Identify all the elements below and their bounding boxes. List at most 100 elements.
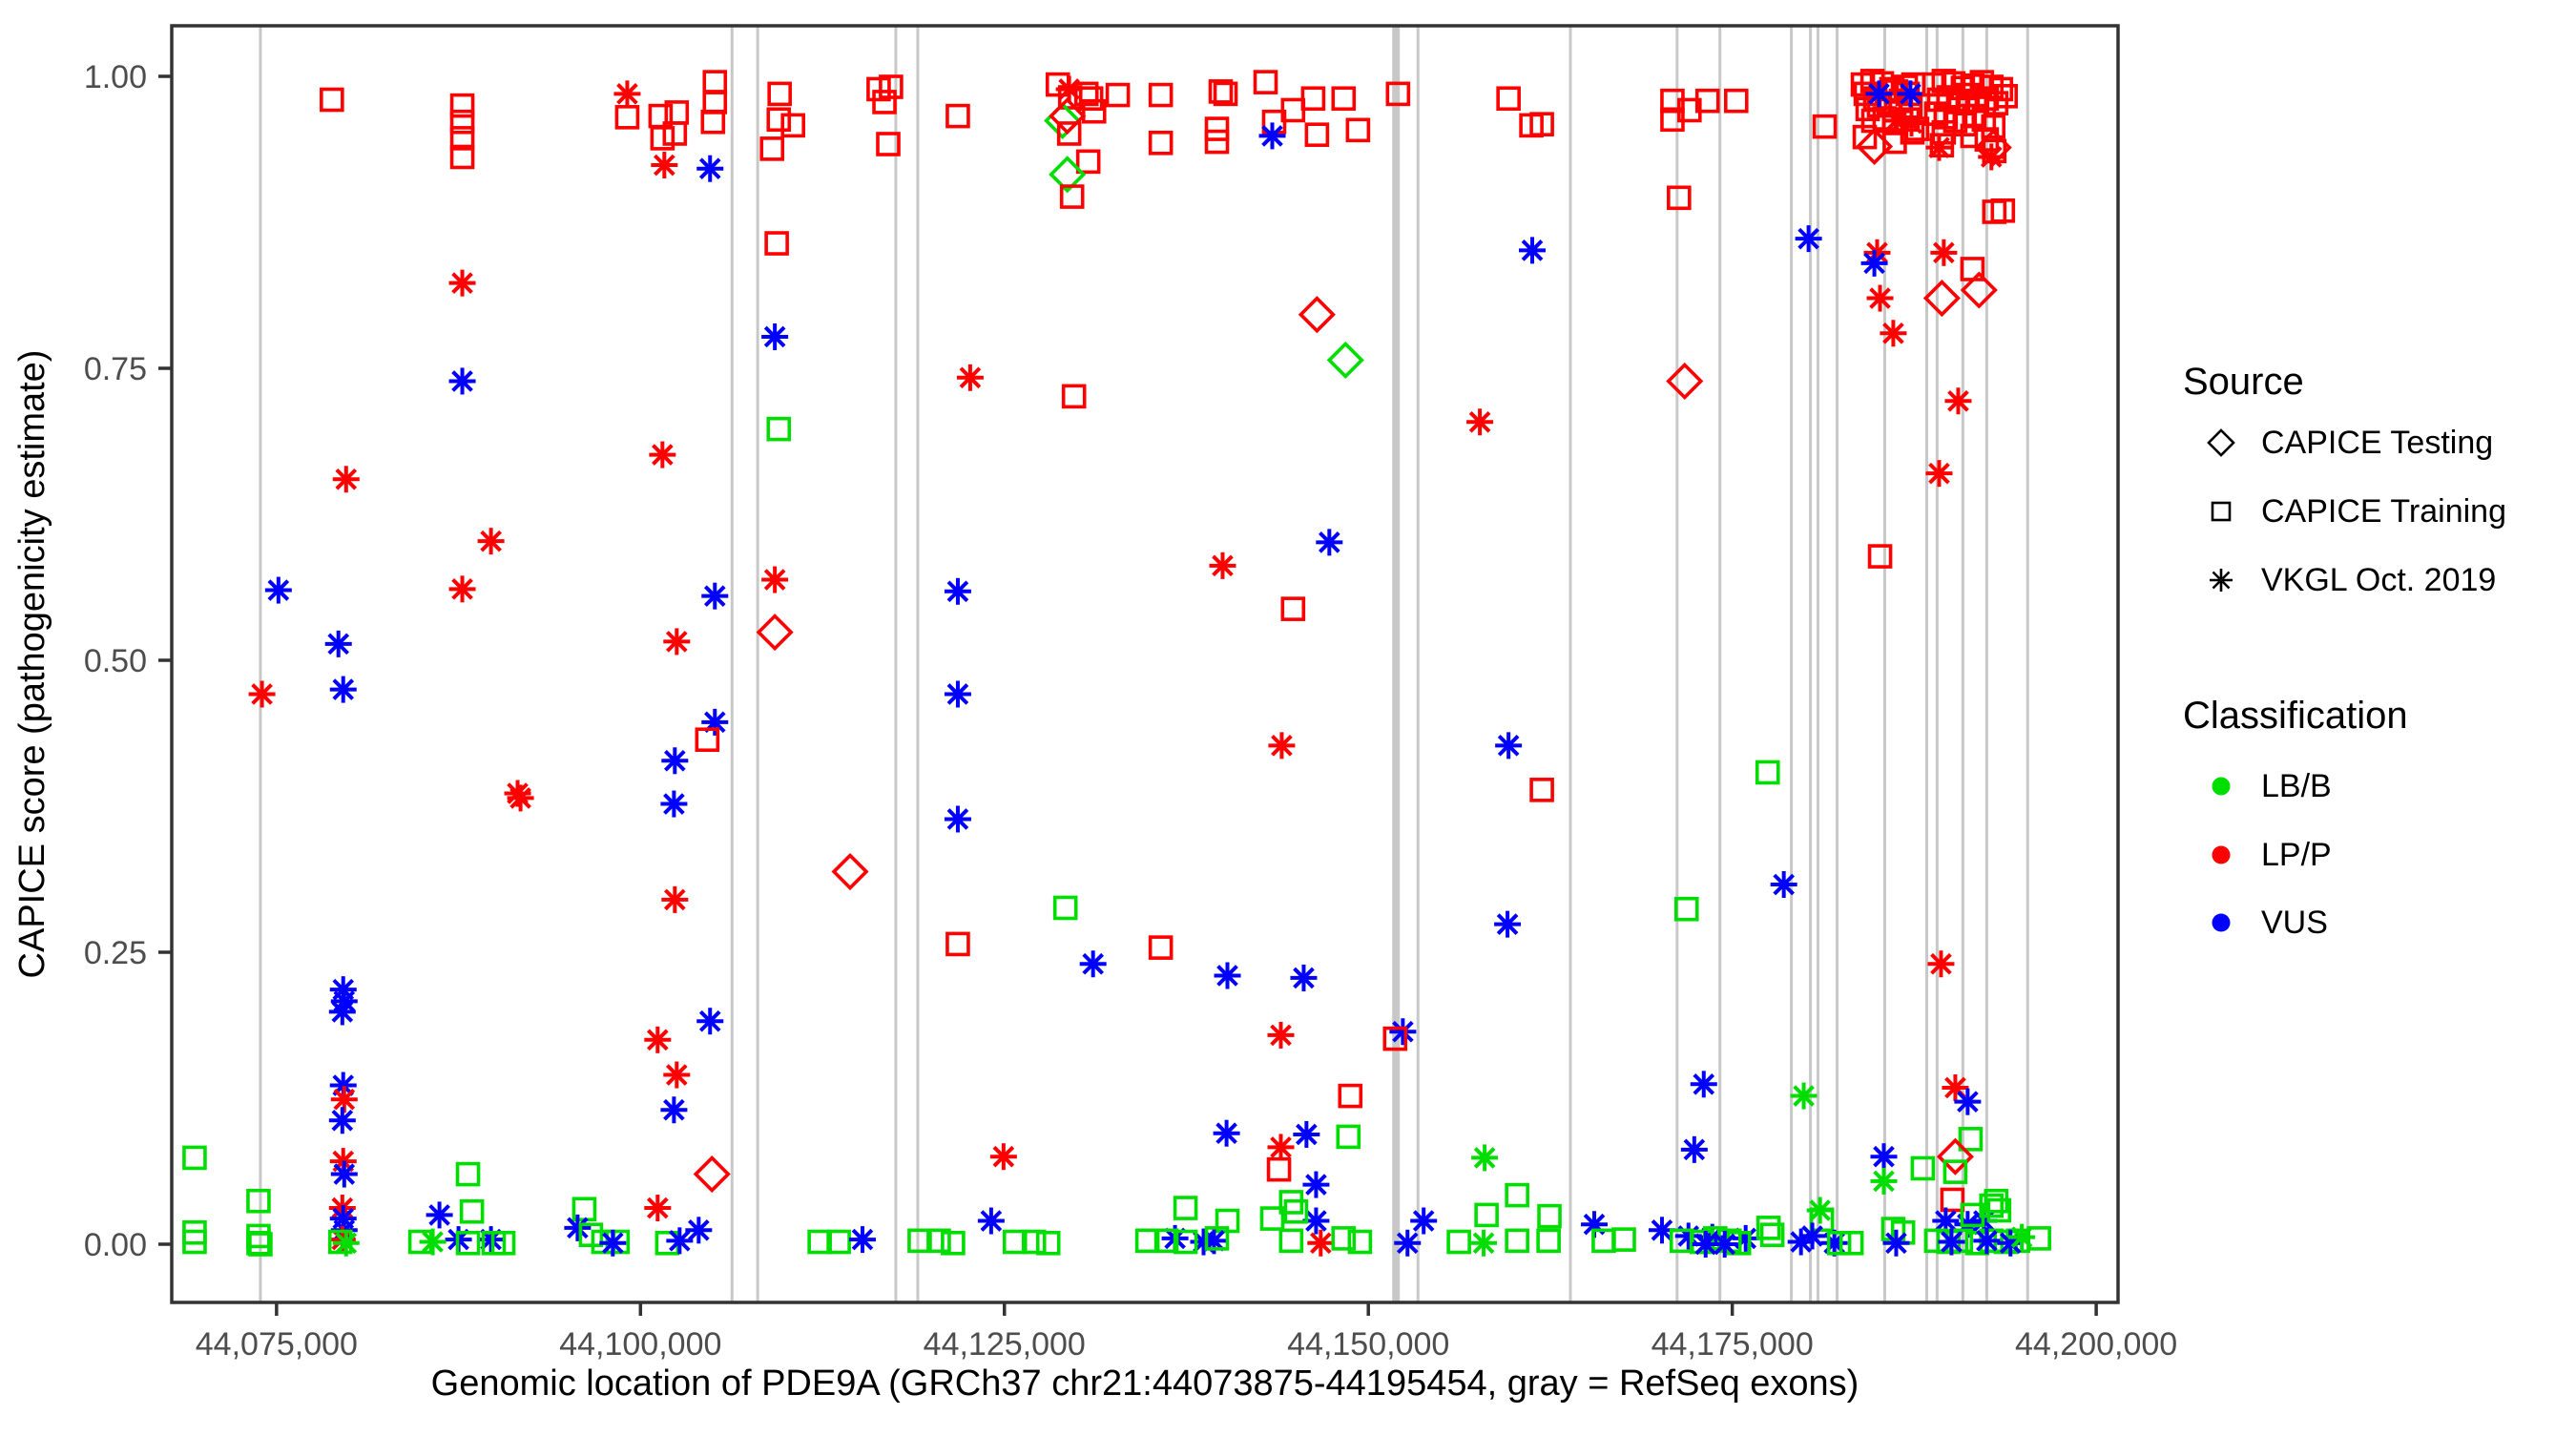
legend-item-label: CAPICE Testing (2261, 424, 2494, 461)
lbb-dot-icon (2194, 763, 2248, 809)
data-point-asterisk (1213, 1119, 1240, 1147)
data-point-asterisk (761, 323, 789, 350)
data-point-square (1259, 1206, 1285, 1231)
data-point-asterisk (564, 1214, 592, 1241)
data-point-asterisk (696, 1008, 724, 1035)
data-point-square (1278, 1228, 1304, 1254)
x-tick-label: 44,100,000 (559, 1326, 721, 1363)
data-point-asterisk (477, 528, 505, 555)
data-point-square (1611, 1227, 1636, 1252)
data-point-asterisk (1997, 1229, 2025, 1257)
legend-source-title: Source (2183, 361, 2304, 403)
data-point-square (1839, 1230, 1864, 1256)
y-tick-label: 0.25 (84, 935, 147, 971)
data-point-asterisk (1860, 249, 1888, 277)
data-point-asterisk (1495, 732, 1523, 760)
data-point-asterisk (1293, 1120, 1320, 1148)
data-point-square (1253, 70, 1278, 94)
data-point-square (662, 121, 688, 146)
data-point-square (455, 1230, 481, 1256)
data-point-asterisk (956, 364, 984, 391)
data-point-square (1331, 86, 1357, 112)
data-point-diamond (1960, 271, 1998, 309)
data-point-square (1035, 1230, 1061, 1256)
data-point-asterisk (328, 998, 356, 1026)
data-point-square (1958, 1127, 1984, 1152)
data-point-square (1986, 1197, 2012, 1223)
data-point-diamond (831, 852, 869, 891)
data-point-asterisk (701, 708, 729, 736)
data-point-square (1021, 1229, 1047, 1255)
data-point-asterisk (1944, 387, 1972, 415)
data-point-square (1213, 81, 1238, 107)
data-point-square (1852, 124, 1878, 150)
data-points (182, 69, 2051, 1258)
y-tick-label: 0.75 (84, 351, 147, 387)
data-point-square (872, 90, 897, 114)
data-point-square (926, 1228, 951, 1254)
data-point-asterisk (1898, 109, 1925, 136)
data-point-square (1204, 129, 1230, 155)
legend-item-vus: VUS (2194, 900, 2328, 946)
data-point-square (1052, 895, 1078, 921)
data-point-square (945, 931, 970, 957)
data-point-square (1812, 114, 1838, 139)
data-point-square (826, 1229, 851, 1255)
data-point-asterisk (448, 575, 476, 603)
data-point-square (1759, 1222, 1785, 1248)
data-point-square (1280, 596, 1306, 621)
data-point-square (1505, 1228, 1529, 1254)
data-point-asterisk (1954, 1088, 1982, 1115)
data-point-square (1867, 544, 1893, 569)
data-point-square (1536, 1228, 1561, 1254)
data-point-asterisk (660, 1096, 688, 1124)
data-point-asterisk (701, 582, 729, 610)
data-point-asterisk (1268, 732, 1296, 760)
lpp-dot-icon (2194, 832, 2248, 878)
data-point-asterisk (661, 747, 689, 775)
data-point-asterisk (696, 155, 724, 182)
data-point-square (759, 136, 785, 161)
data-point-square (246, 1188, 271, 1214)
data-point-square (780, 113, 806, 138)
data-point-asterisk (660, 790, 688, 818)
data-point-asterisk (1927, 950, 1955, 978)
data-point-diamond (693, 1155, 731, 1194)
legend-source: Source (2183, 361, 2304, 404)
data-point-square (1283, 1198, 1309, 1224)
data-point-square (1300, 86, 1326, 112)
data-point-square (1673, 896, 1699, 922)
legend-item-label: LB/B (2261, 767, 2332, 804)
data-point-square (1336, 1124, 1361, 1150)
data-point-asterisk (1079, 950, 1107, 978)
data-point-square (1208, 79, 1234, 104)
data-point-square (1266, 1156, 1292, 1182)
data-point-square (1993, 84, 2019, 109)
data-point-asterisk (1925, 134, 1953, 161)
data-point-asterisk (1790, 1082, 1818, 1110)
refseq-exon-lines (259, 26, 2029, 1302)
data-point-square (1059, 184, 1085, 209)
data-point-asterisk (1290, 964, 1318, 991)
data-point-square (455, 1161, 481, 1187)
data-point-asterisk (685, 1217, 713, 1244)
data-point-square (1081, 98, 1107, 124)
data-point-asterisk (1466, 408, 1494, 436)
data-point-square (945, 103, 970, 129)
data-point-square (1446, 1229, 1471, 1255)
data-point-square (1345, 117, 1371, 143)
data-point-square (1331, 1226, 1357, 1251)
data-point-square (1809, 1207, 1835, 1233)
data-point-square (1960, 123, 1985, 149)
vus-dot-icon (2194, 900, 2248, 946)
data-point-square (1940, 1187, 1965, 1213)
legend-item-label: CAPICE Training (2261, 492, 2506, 530)
data-point-square (1002, 1229, 1028, 1255)
data-point-square (1826, 1230, 1852, 1256)
data-point-asterisk (1258, 122, 1286, 150)
data-point-square (449, 126, 475, 151)
data-point-square (767, 81, 792, 107)
y-tick-label: 0.50 (84, 643, 147, 679)
data-point-asterisk (663, 1061, 691, 1089)
